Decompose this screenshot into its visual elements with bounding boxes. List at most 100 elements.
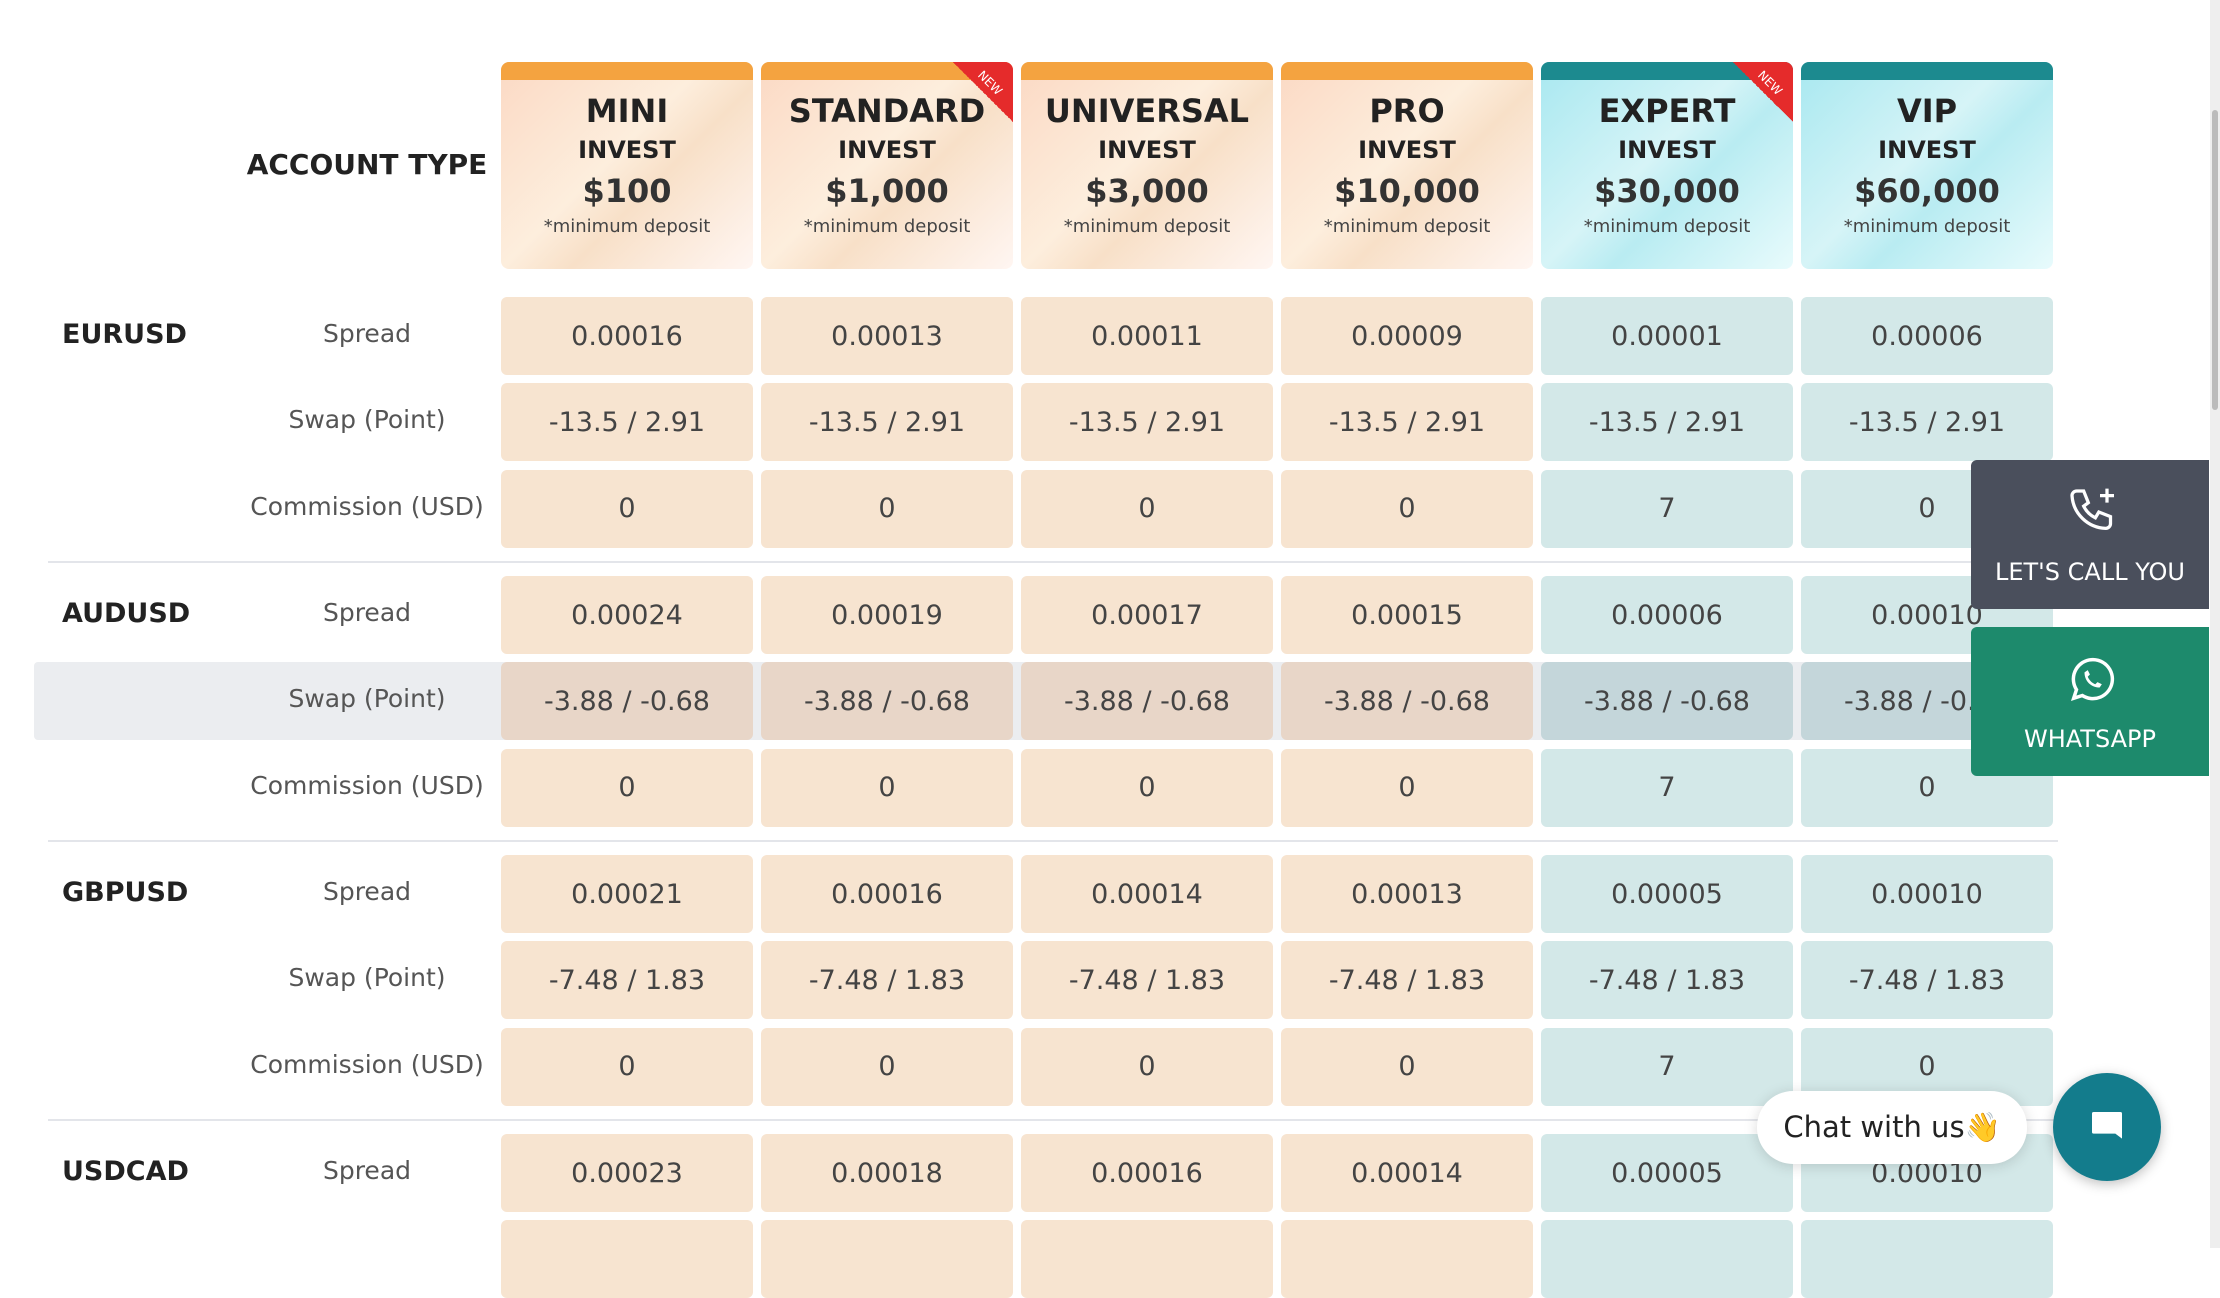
value-cell: 0.00014 bbox=[1021, 855, 1273, 933]
value-cell: 0.00013 bbox=[1281, 855, 1533, 933]
value-cell bbox=[501, 1220, 753, 1298]
call-label: LET'S CALL YOU bbox=[1994, 558, 2185, 586]
value-cell: 0.00014 bbox=[1281, 1134, 1533, 1212]
pair-name: USDCAD bbox=[62, 1156, 189, 1187]
min-deposit: $60,000 bbox=[1854, 172, 2000, 210]
value-cell: -7.48 / 1.83 bbox=[761, 941, 1013, 1020]
new-badge: NEW bbox=[1733, 62, 1793, 122]
value-cell: 0 bbox=[761, 469, 1013, 548]
value-cell: 0 bbox=[501, 469, 753, 548]
value-cell: -7.48 / 1.83 bbox=[1541, 941, 1793, 1020]
value-cell: -3.88 / -0.68 bbox=[1021, 662, 1273, 741]
row-label: Commission (USD) bbox=[250, 1049, 484, 1079]
scroll-thumb[interactable] bbox=[2212, 110, 2218, 410]
account-card[interactable]: UNIVERSAL INVEST $3,000 *minimum deposit bbox=[1021, 62, 1273, 269]
value-cell: 0.00016 bbox=[501, 297, 753, 375]
value-cell: -3.88 / -0.68 bbox=[1541, 662, 1793, 741]
value-cell bbox=[1801, 1220, 2053, 1298]
row-label: Spread bbox=[322, 598, 412, 627]
deposit-note: *minimum deposit bbox=[1323, 216, 1491, 237]
account-card[interactable]: PRO INVEST $10,000 *minimum deposit bbox=[1281, 62, 1533, 269]
value-cell: 0.00013 bbox=[761, 297, 1013, 375]
new-badge: NEW bbox=[953, 62, 1013, 122]
card-top-bar bbox=[1801, 62, 2053, 80]
account-name: VIP bbox=[1896, 92, 1958, 130]
value-cell: 0 bbox=[1281, 469, 1533, 548]
account-name: MINI bbox=[585, 92, 669, 130]
value-cell: 0 bbox=[1021, 748, 1273, 827]
value-cell bbox=[761, 1220, 1013, 1298]
deposit-note: *minimum deposit bbox=[803, 216, 971, 237]
new-badge-text: NEW bbox=[1754, 67, 1786, 99]
value-cell: 0 bbox=[761, 1027, 1013, 1106]
min-deposit: $100 bbox=[582, 172, 672, 210]
value-cell: 7 bbox=[1541, 748, 1793, 827]
new-badge-text: NEW bbox=[974, 67, 1006, 99]
value-cell: -13.5 / 2.91 bbox=[761, 383, 1013, 462]
min-deposit: $10,000 bbox=[1334, 172, 1480, 210]
value-cell bbox=[1281, 1220, 1533, 1298]
value-cell: -13.5 / 2.91 bbox=[1541, 383, 1793, 462]
account-card[interactable]: VIP INVEST $60,000 *minimum deposit bbox=[1801, 62, 2053, 269]
value-cell: 0.00005 bbox=[1541, 1134, 1793, 1212]
card-top-bar bbox=[761, 62, 1013, 80]
group-separator bbox=[48, 561, 2058, 563]
account-type-label: ACCOUNT TYPE bbox=[246, 148, 488, 181]
call-widget[interactable]: LET'S CALL YOU bbox=[1971, 460, 2209, 609]
value-cell: 0 bbox=[501, 1027, 753, 1106]
pair-name: EURUSD bbox=[62, 319, 187, 350]
value-cell: -3.88 / -0.68 bbox=[1281, 662, 1533, 741]
account-card[interactable]: STANDARD INVEST $1,000 *minimum deposit NEW bbox=[761, 62, 1013, 269]
whatsapp-icon bbox=[2070, 657, 2115, 702]
phone-icon bbox=[2070, 488, 2114, 530]
value-cell: 0.00006 bbox=[1541, 576, 1793, 654]
value-cell: 0 bbox=[1021, 469, 1273, 548]
invest-label: INVEST bbox=[1618, 136, 1716, 164]
row-label: Swap (Point) bbox=[288, 405, 446, 435]
min-deposit: $1,000 bbox=[825, 172, 949, 210]
value-cell: 0 bbox=[501, 748, 753, 827]
value-cell bbox=[1021, 1220, 1273, 1298]
value-cell: -7.48 / 1.83 bbox=[1801, 941, 2053, 1020]
account-card[interactable]: EXPERT INVEST $30,000 *minimum deposit NEW bbox=[1541, 62, 1793, 269]
row-label: Spread bbox=[322, 319, 412, 348]
value-cell: 0.00006 bbox=[1801, 297, 2053, 375]
invest-label: INVEST bbox=[838, 136, 936, 164]
value-cell bbox=[1541, 1220, 1793, 1298]
value-cell: -13.5 / 2.91 bbox=[1281, 383, 1533, 462]
account-card[interactable]: MINI INVEST $100 *minimum deposit bbox=[501, 62, 753, 269]
deposit-note: *minimum deposit bbox=[1843, 216, 2011, 237]
value-cell: -3.88 / -0.68 bbox=[501, 662, 753, 741]
card-top-bar bbox=[1281, 62, 1533, 80]
chat-button[interactable] bbox=[2053, 1073, 2161, 1181]
value-cell: 0.00010 bbox=[1801, 855, 2053, 933]
value-cell: 0 bbox=[1281, 1027, 1533, 1106]
value-cell: 0.00009 bbox=[1281, 297, 1533, 375]
value-cell: 0.00015 bbox=[1281, 576, 1533, 654]
value-cell: 0.00016 bbox=[1021, 1134, 1273, 1212]
value-cell: 0.00011 bbox=[1021, 297, 1273, 375]
chat-bubble[interactable]: Chat with us👋 bbox=[1757, 1091, 2027, 1164]
card-top-bar bbox=[1021, 62, 1273, 80]
value-cell: 0.00019 bbox=[761, 576, 1013, 654]
scrollbar[interactable] bbox=[2210, 0, 2220, 1248]
value-cell: 0.00017 bbox=[1021, 576, 1273, 654]
value-cell: 0.00023 bbox=[501, 1134, 753, 1212]
value-cell: -7.48 / 1.83 bbox=[501, 941, 753, 1020]
account-name: UNIVERSAL bbox=[1044, 92, 1250, 130]
whatsapp-widget[interactable]: WHATSAPP bbox=[1971, 627, 2209, 776]
value-cell: 0 bbox=[1281, 748, 1533, 827]
whatsapp-label: WHATSAPP bbox=[2023, 725, 2157, 753]
row-label: Spread bbox=[322, 1156, 412, 1185]
value-cell: 7 bbox=[1541, 469, 1793, 548]
page: ACCOUNT TYPE MINI INVEST $100 *minimum depos… bbox=[34, 0, 2220, 1298]
value-cell: 0 bbox=[1021, 1027, 1273, 1106]
invest-label: INVEST bbox=[578, 136, 676, 164]
value-cell: 0.00005 bbox=[1541, 855, 1793, 933]
value-cell: -7.48 / 1.83 bbox=[1281, 941, 1533, 1020]
invest-label: INVEST bbox=[1098, 136, 1196, 164]
row-label: Swap (Point) bbox=[288, 684, 446, 714]
deposit-note: *minimum deposit bbox=[543, 216, 711, 237]
deposit-note: *minimum deposit bbox=[1583, 216, 1751, 237]
row-label: Commission (USD) bbox=[250, 491, 484, 521]
